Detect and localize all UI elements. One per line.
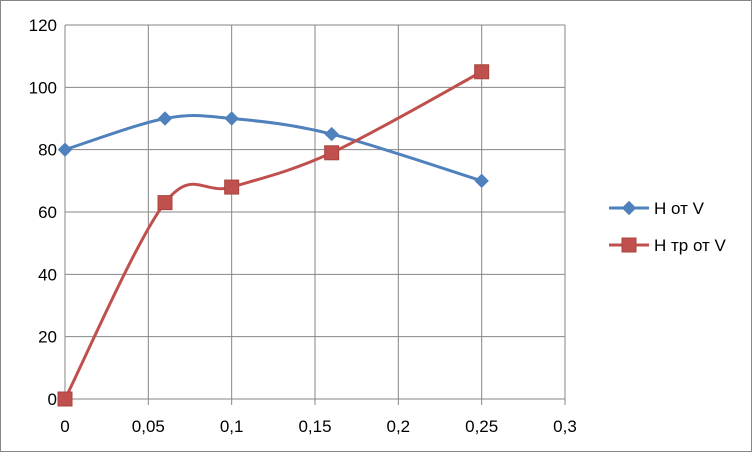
x-tick-label: 0,3 <box>553 417 577 436</box>
x-tick-label: 0,2 <box>387 417 411 436</box>
x-tick-label: 0,1 <box>220 417 244 436</box>
series-line <box>63 70 483 400</box>
legend: H от V H тр от V <box>609 199 727 255</box>
data-point <box>324 145 340 161</box>
y-tick-label: 60 <box>38 203 57 222</box>
y-tick-label: 0 <box>48 390 57 409</box>
x-axis-tick-labels: 0 0,05 0,1 0,15 0,2 0,25 0,3 <box>60 417 577 436</box>
data-point <box>157 111 173 126</box>
y-axis-tick-labels: 0 20 40 60 80 100 120 <box>29 16 57 409</box>
legend-marker <box>621 200 637 216</box>
series-1 <box>57 111 489 189</box>
legend-item: H от V <box>609 199 705 218</box>
data-point <box>224 111 239 126</box>
axes <box>64 25 566 405</box>
x-tick-label: 0 <box>60 417 69 436</box>
y-tick-label: 120 <box>29 16 57 35</box>
data-point <box>474 173 489 189</box>
x-tick-label: 0,15 <box>298 417 331 436</box>
data-point <box>57 142 73 157</box>
grid <box>64 24 566 400</box>
legend-label: H от V <box>654 199 705 218</box>
data-point <box>474 64 490 80</box>
y-tick-label: 20 <box>38 328 57 347</box>
y-tick-label: 80 <box>38 141 57 160</box>
legend-item: H тр от V <box>609 236 727 255</box>
legend-marker <box>621 237 637 253</box>
x-tick-label: 0,05 <box>132 417 165 436</box>
y-tick-label: 100 <box>29 78 57 97</box>
legend-label: H тр от V <box>654 236 727 255</box>
x-tick-label: 0,25 <box>465 417 498 436</box>
data-point <box>157 195 173 211</box>
series <box>57 64 490 407</box>
series-2 <box>57 64 490 407</box>
series-line <box>64 114 483 183</box>
data-point <box>324 126 339 142</box>
data-point <box>224 179 240 195</box>
y-tick-label: 40 <box>38 265 57 284</box>
data-point <box>57 391 73 407</box>
